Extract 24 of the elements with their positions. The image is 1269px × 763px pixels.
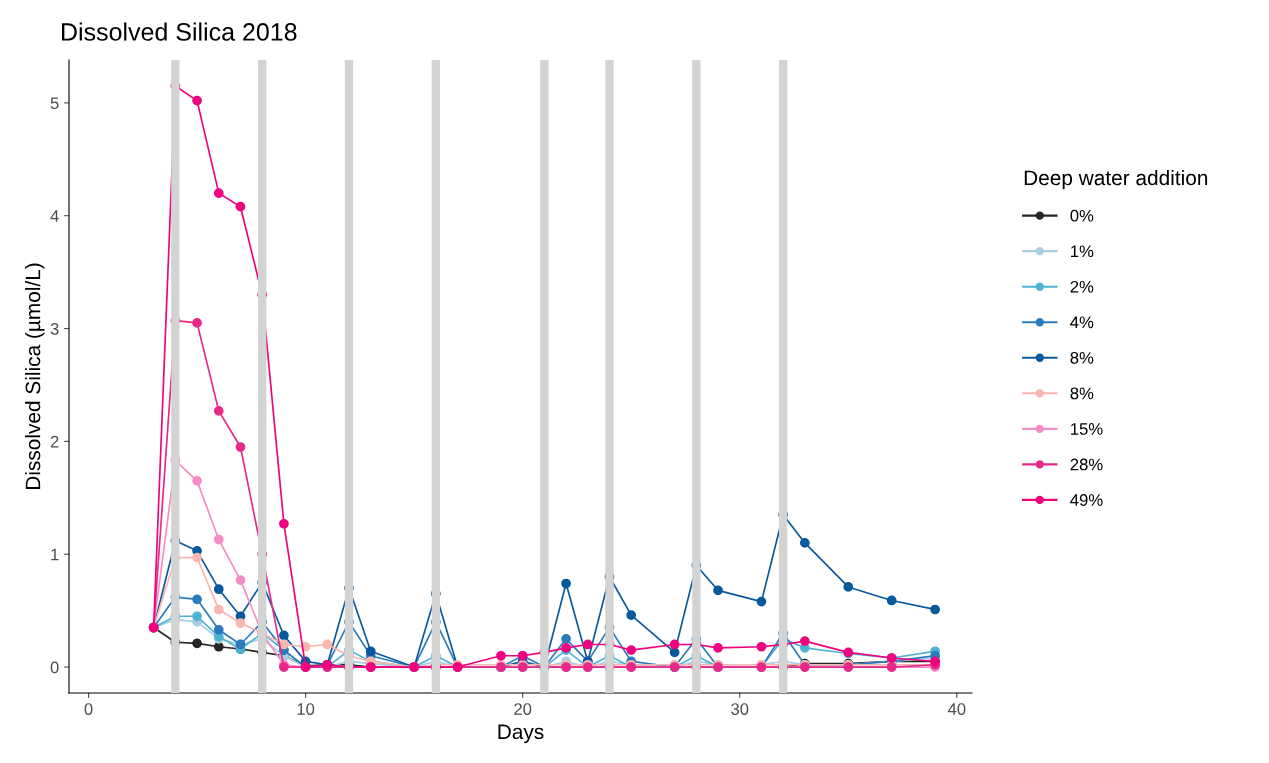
y-tick-label: 5 [50, 97, 59, 110]
legend-label: 0% [1070, 209, 1094, 222]
legend-label: 8% [1070, 351, 1094, 364]
x-tick-label: 10 [297, 703, 315, 715]
y-tick-label: 1 [51, 548, 59, 561]
legend-label: 2% [1070, 280, 1094, 293]
x-tick-label: 20 [514, 703, 532, 715]
legend-label: 28% [1070, 458, 1103, 471]
x-tick-label: 0 [84, 703, 93, 715]
chart-title: Dissolved Silica 2018 [62, 22, 297, 41]
legend-title: Deep water addition [1024, 169, 1208, 190]
x-axis-title: Days [498, 724, 544, 744]
y-tick-label: 4 [50, 210, 59, 222]
legend-label: 4% [1070, 316, 1094, 329]
x-tick-label: 40 [947, 703, 966, 715]
legend-label: 8% [1070, 387, 1094, 400]
y-axis-title: Dissolved Silica (µmol/L) [25, 263, 45, 490]
y-tick-label: 3 [50, 322, 59, 335]
y-tick-label: 2 [50, 435, 59, 448]
legend-label: 1% [1071, 245, 1094, 258]
x-tick-label: 30 [731, 703, 749, 715]
y-tick-label: 0 [50, 661, 59, 674]
legend-label: 15% [1071, 423, 1103, 435]
legend-label: 49% [1070, 494, 1103, 506]
